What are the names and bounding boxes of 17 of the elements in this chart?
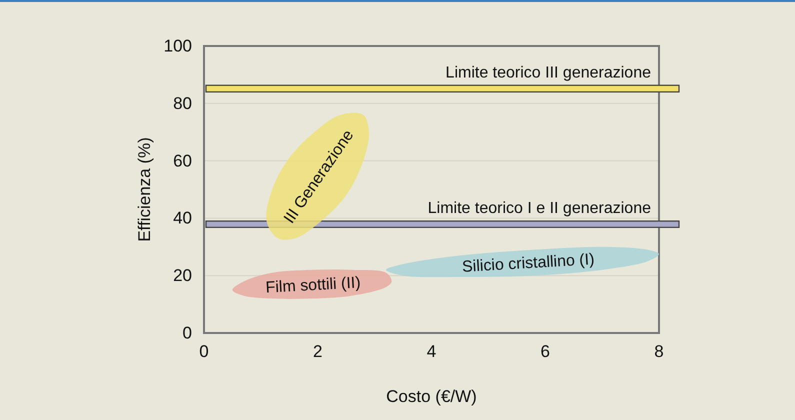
series-label: Silicio cristallino (I) — [462, 251, 595, 276]
x-tick-label: 4 — [426, 342, 436, 362]
y-tick-label: 20 — [173, 266, 192, 286]
y-tick-label: 100 — [164, 36, 192, 56]
y-tick-label: 60 — [173, 151, 192, 170]
y-tick-label: 80 — [173, 94, 192, 113]
band-label: Limite teorico III generazione — [446, 64, 652, 82]
y-tick-label: 40 — [173, 208, 192, 228]
band-label: Limite teorico I e II generazione — [428, 200, 652, 218]
y-tick-label: 0 — [182, 323, 192, 342]
series-label: Film sottili (II) — [265, 274, 362, 297]
x-tick-label: 2 — [313, 342, 322, 362]
x-tick-label: 6 — [540, 342, 550, 362]
y-axis-title: Efficienza (%) — [135, 137, 154, 242]
x-tick-label: 8 — [654, 342, 664, 362]
x-axis-title: Costo (€/W) — [386, 387, 477, 406]
x-tick-label: 0 — [199, 342, 209, 362]
